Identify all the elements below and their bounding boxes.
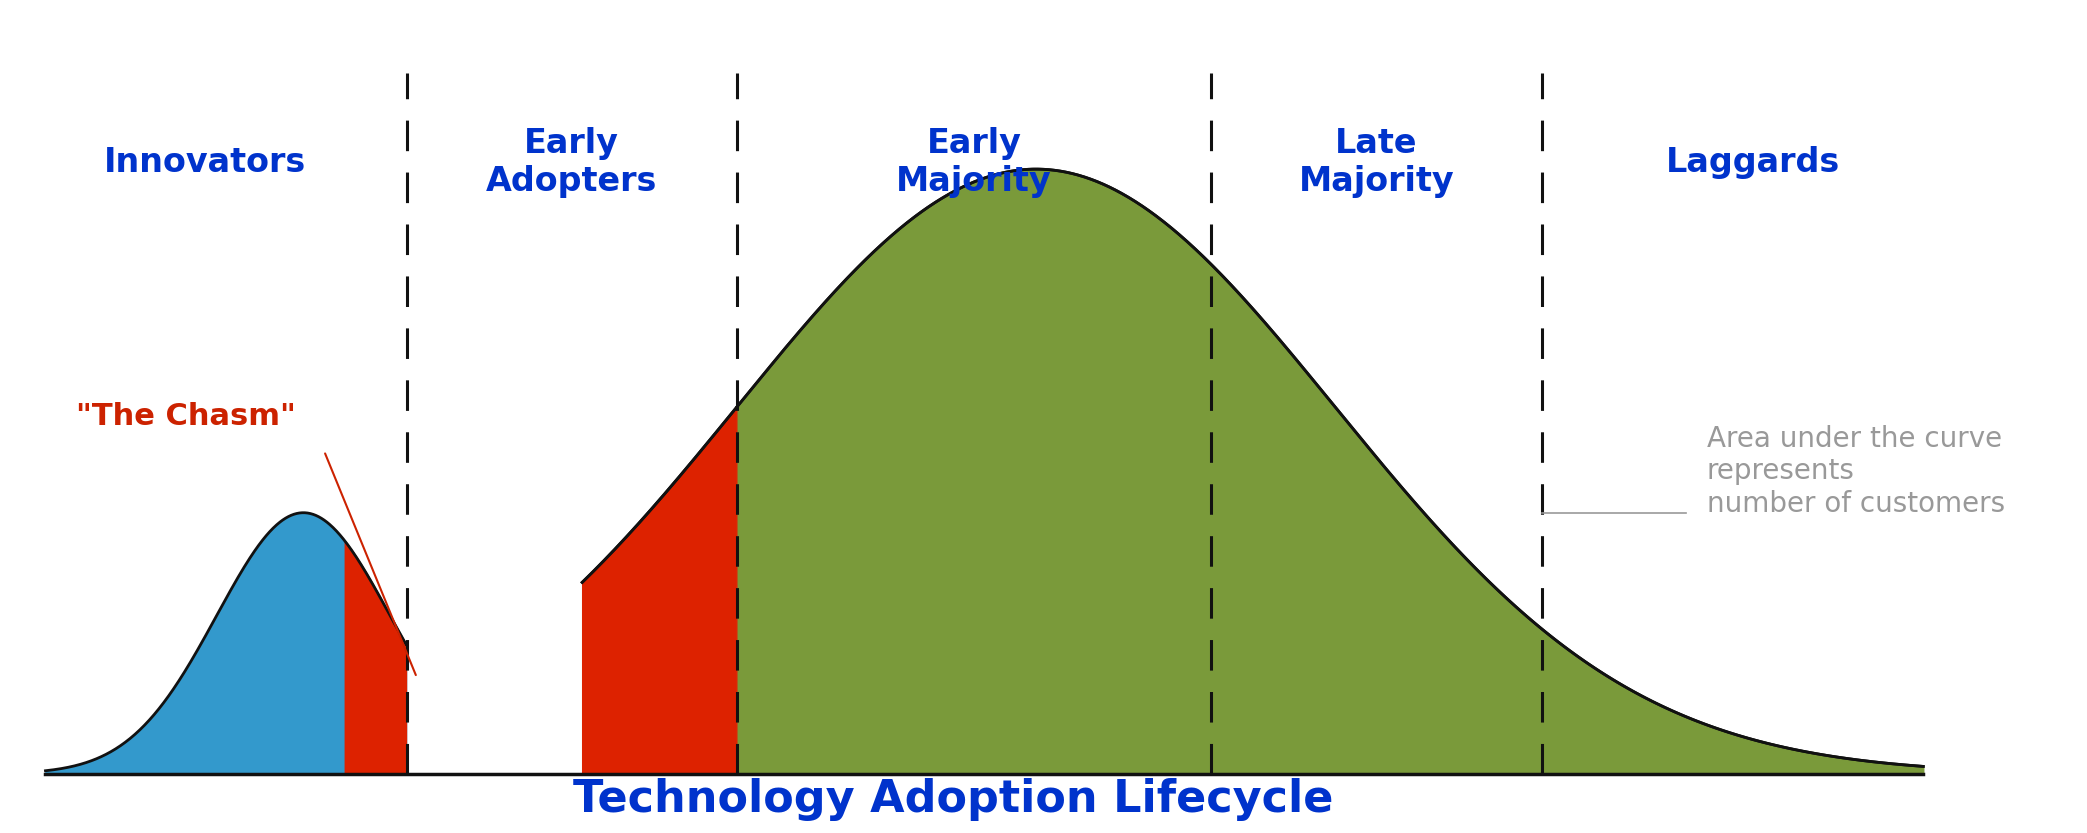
Text: Late
Majority: Late Majority bbox=[1298, 127, 1455, 197]
Text: Technology Adoption Lifecycle: Technology Adoption Lifecycle bbox=[574, 777, 1334, 821]
Text: Laggards: Laggards bbox=[1665, 146, 1841, 179]
Text: Area under the curve
represents
number of customers: Area under the curve represents number o… bbox=[1707, 425, 2006, 518]
Text: "The Chasm": "The Chasm" bbox=[77, 402, 296, 431]
Text: Innovators: Innovators bbox=[104, 146, 307, 179]
Text: Early
Adopters: Early Adopters bbox=[486, 127, 657, 197]
Text: Early
Majority: Early Majority bbox=[895, 127, 1052, 197]
